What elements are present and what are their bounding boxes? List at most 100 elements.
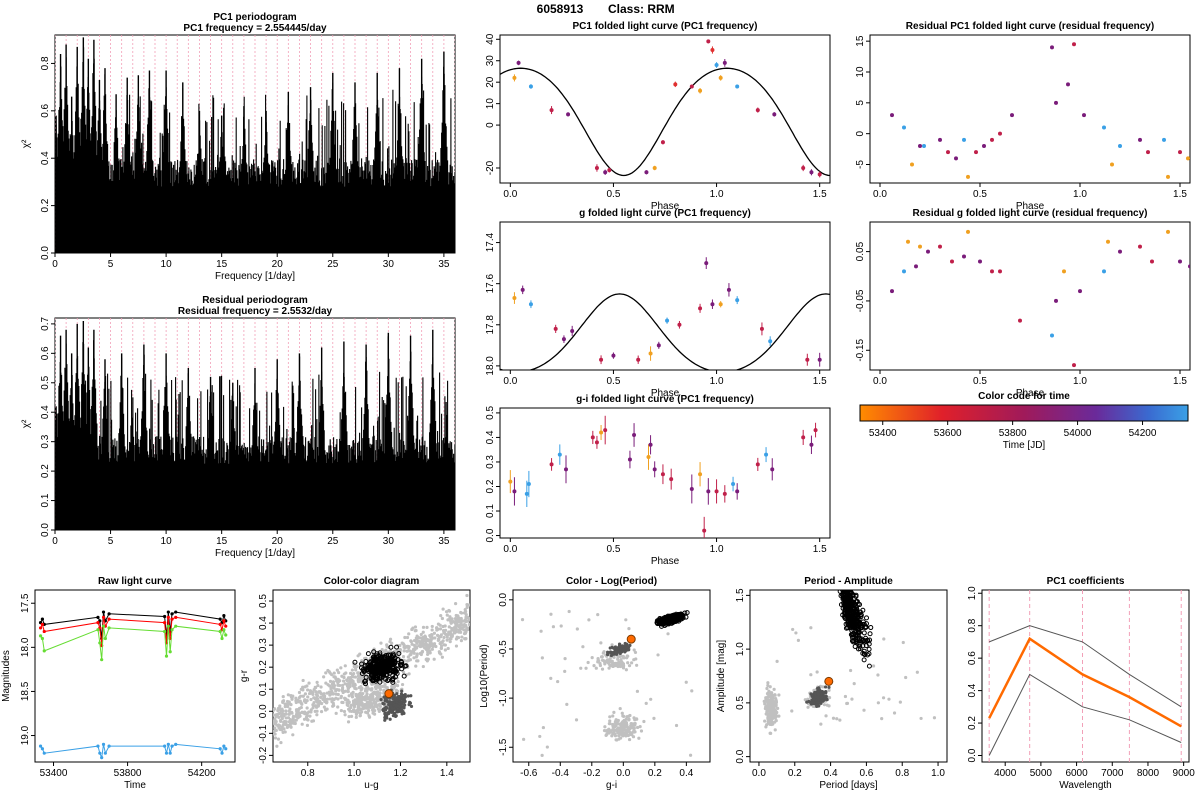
scatter-point xyxy=(635,663,639,667)
scatter-point xyxy=(424,639,428,644)
scatter-point xyxy=(864,615,870,621)
data-point xyxy=(673,82,678,87)
scatter-point xyxy=(809,626,813,630)
data-point xyxy=(735,489,740,494)
data-point xyxy=(1050,333,1054,338)
scatter-point xyxy=(274,728,278,733)
scatter-point xyxy=(620,711,624,715)
data-point xyxy=(982,144,986,148)
scatter-point xyxy=(290,696,294,700)
scatter-point xyxy=(301,694,305,698)
scatter-point xyxy=(446,646,450,651)
scatter-point xyxy=(439,646,443,650)
scatter-point xyxy=(854,607,860,613)
data-point xyxy=(636,357,641,362)
scatter-point xyxy=(345,678,349,683)
scatter-point xyxy=(773,728,777,732)
scatter-point xyxy=(301,678,305,683)
scatter-point xyxy=(357,694,361,699)
residual_g_folded-y-tick-label: -0.05 xyxy=(855,289,866,312)
scatter-point xyxy=(375,699,380,703)
scatter-point xyxy=(331,701,335,705)
data-point xyxy=(764,452,769,457)
scatter-point xyxy=(379,697,383,702)
data-point xyxy=(813,428,818,433)
colorbar-tick-label: 53800 xyxy=(999,428,1027,439)
scatter-point xyxy=(383,676,389,682)
scatter-point xyxy=(848,590,854,595)
scatter-point xyxy=(624,668,628,672)
scatter-point xyxy=(320,701,324,706)
scatter-point xyxy=(358,678,362,682)
scatter-point xyxy=(887,697,891,701)
scatter-point xyxy=(827,688,831,692)
data-point xyxy=(990,137,994,142)
scatter-point xyxy=(442,635,446,640)
scatter-point xyxy=(796,638,801,642)
scatter-point xyxy=(359,688,363,692)
scatter-point xyxy=(396,709,400,714)
residual_periodogram-y-tick-label: 0.5 xyxy=(40,375,51,389)
scatter-point xyxy=(794,631,798,635)
scatter-point xyxy=(378,704,383,709)
scatter-point xyxy=(852,682,856,686)
scatter-point xyxy=(915,670,919,674)
raw_light_curve-y-tick-label: 18.5 xyxy=(20,681,31,701)
scatter-point xyxy=(352,684,356,688)
data-point xyxy=(1066,82,1070,87)
data-point xyxy=(714,489,719,494)
data-point xyxy=(648,351,653,356)
light-curve-point xyxy=(170,744,174,748)
scatter-point xyxy=(421,630,425,634)
data-point xyxy=(528,84,533,89)
residual_pc1_folded-x-tick-label: 0.5 xyxy=(973,189,987,200)
residual_periodogram-xlabel: Frequency [1/day] xyxy=(215,548,295,559)
data-point xyxy=(906,239,910,244)
scatter-point xyxy=(346,689,350,693)
scatter-point xyxy=(409,640,413,644)
scatter-point xyxy=(273,726,277,730)
scatter-point xyxy=(446,618,450,622)
pc1_coefficients-x-tick-label: 5000 xyxy=(1030,768,1053,779)
pc1_folded-x-tick-label: 1.5 xyxy=(813,189,827,200)
scatter-point xyxy=(325,707,329,711)
scatter-point xyxy=(619,658,623,662)
scatter-point xyxy=(273,713,275,717)
scatter-point xyxy=(317,701,321,705)
data-point xyxy=(549,108,554,113)
scatter-point xyxy=(450,628,454,632)
scatter-point xyxy=(409,694,413,698)
scatter-point xyxy=(389,677,395,683)
data-point xyxy=(660,140,665,145)
light-curve-point xyxy=(166,742,170,746)
residual_g_folded-title: Residual g folded light curve (residual … xyxy=(912,208,1147,219)
scatter-point xyxy=(766,695,770,699)
scatter-point xyxy=(384,697,388,701)
pc1_periodogram-y-tick-label: 0.4 xyxy=(40,151,51,165)
scatter-point xyxy=(613,732,617,736)
scatter-point xyxy=(400,689,404,693)
residual_periodogram-ylabel: χ² xyxy=(21,419,32,428)
scatter-point xyxy=(403,635,407,640)
scatter-point xyxy=(289,725,293,729)
scatter-point xyxy=(810,694,814,698)
scatter-point xyxy=(635,725,640,730)
period_amplitude-x-tick-label: 0.6 xyxy=(859,768,873,779)
light-curve-point xyxy=(101,742,106,746)
data-point xyxy=(731,482,736,487)
light-curve-point xyxy=(224,747,228,751)
scatter-point xyxy=(396,650,402,656)
scatter-point xyxy=(656,653,660,657)
scatter-point xyxy=(861,651,867,657)
scatter-point xyxy=(276,737,281,741)
scatter-point xyxy=(857,602,863,608)
residual_periodogram-y-tick-label: 0.4 xyxy=(40,405,51,419)
pc1-envelope-line xyxy=(989,625,1182,708)
scatter-point xyxy=(348,678,353,682)
scatter-point xyxy=(417,639,421,643)
color_color-x-tick-label: 1.4 xyxy=(440,768,454,779)
scatter-point xyxy=(682,610,688,616)
scatter-point xyxy=(340,700,344,704)
g_folded-y-tick-label: 17.8 xyxy=(485,315,496,335)
colorbar-xlabel: Time [JD] xyxy=(1003,440,1046,451)
